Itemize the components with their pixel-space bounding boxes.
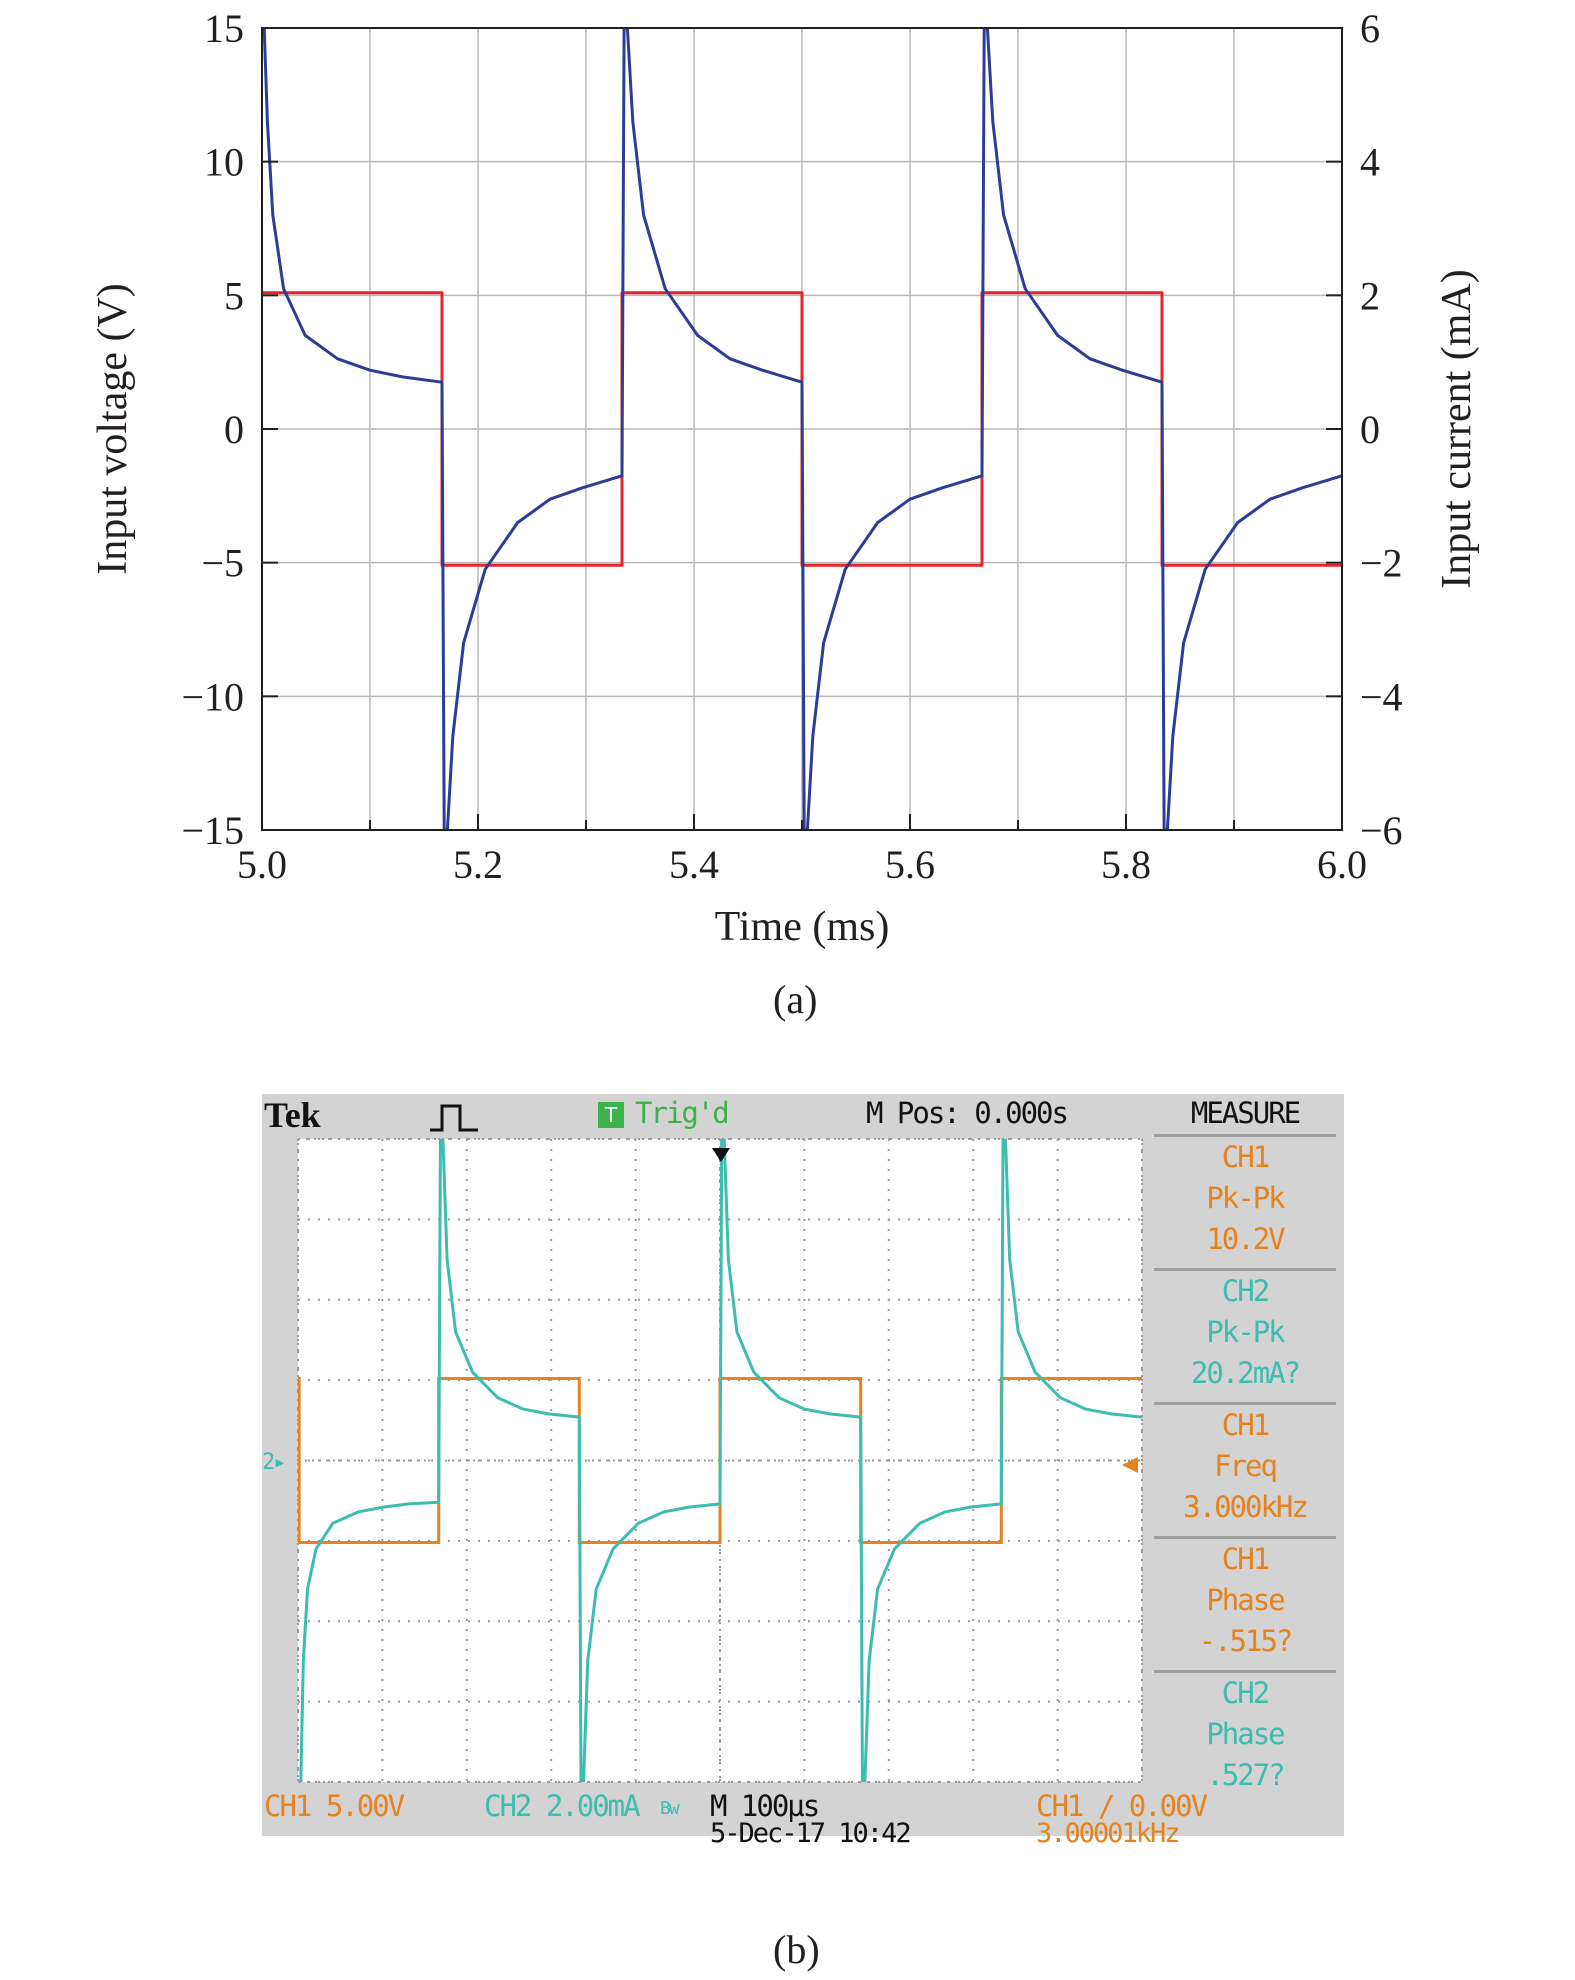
- trigger-level-marker: [1122, 1457, 1138, 1473]
- chart-a: 5.0 5.2 5.4 5.6 5.8 6.0 15 10 5 0 −5 −10 −15 6 4 2 0 −2 −4…: [90, 6, 1480, 950]
- measure-label: Pk-Pk: [1206, 1315, 1285, 1349]
- ch2-ground-marker: 2▸: [262, 1450, 286, 1475]
- a-y-tick-label: 0: [224, 407, 244, 452]
- ch1-scale: CH1 5.00V: [264, 1789, 405, 1823]
- b-ch2-trace: [299, 1139, 1142, 1782]
- a-y2-tick-label: 6: [1360, 6, 1380, 51]
- a-y-tick-label: −15: [181, 808, 244, 853]
- a-x-tick-label: 6.0: [1317, 842, 1367, 887]
- a-x-tick-label: 5.6: [885, 842, 935, 887]
- measure-item[interactable]: CH1 Pk-Pk 10.2V: [1154, 1134, 1336, 1263]
- a-y2-tick-label: 0: [1360, 407, 1380, 452]
- trigger-setting: CH1 ∕ 0.00V: [1036, 1789, 1208, 1823]
- measure-item[interactable]: CH1 Phase -.515?: [1154, 1536, 1336, 1665]
- a-x-axis-title: Time (ms): [715, 904, 890, 950]
- a-tick-label-layer: 5.0 5.2 5.4 5.6 5.8 6.0 15 10 5 0 −5 −10 −15 6 4 2 0 −2 −4…: [181, 6, 1402, 887]
- a-y2-tick-label: −6: [1360, 808, 1403, 853]
- ch2-scale: CH2 2.00mA: [484, 1789, 641, 1823]
- oscilloscope-screen: Tek T Trig'd M Pos: 0.000s 2▸ MEASURE CH…: [262, 1094, 1344, 1849]
- a-y-tick-label: 10: [204, 140, 244, 185]
- panel-label-a: (a): [773, 977, 818, 1022]
- timebase: M 100µs: [710, 1789, 820, 1823]
- a-y-tick-label: −5: [201, 541, 244, 586]
- trigger-status-icon: T: [598, 1102, 624, 1128]
- horizontal-position: M Pos: 0.000s: [866, 1096, 1069, 1130]
- measure-channel: CH1: [1221, 1140, 1270, 1174]
- trigger-status: Trig'd: [635, 1096, 730, 1130]
- pulse-icon: [430, 1104, 478, 1132]
- measure-title: MEASURE: [1190, 1096, 1301, 1130]
- b-series-layer: [298, 1139, 1142, 1782]
- measure-label: Phase: [1206, 1583, 1285, 1617]
- a-y2-axis-title: Input current (mA): [1434, 269, 1480, 589]
- a-y-tick-label: −10: [181, 674, 244, 719]
- a-current-series: [262, 28, 1342, 830]
- trigger-position-marker: [712, 1148, 730, 1162]
- measure-value: .527?: [1206, 1758, 1285, 1792]
- measure-value: 10.2V: [1206, 1222, 1285, 1256]
- a-y2-tick-label: −2: [1360, 541, 1403, 586]
- measure-item[interactable]: CH1 Freq 3.000kHz: [1154, 1402, 1336, 1531]
- measure-value: -.515?: [1198, 1624, 1294, 1658]
- a-x-tick-label: 5.8: [1101, 842, 1151, 887]
- measure-item[interactable]: CH2 Pk-Pk 20.2mA?: [1154, 1268, 1336, 1397]
- measure-value: 3.000kHz: [1183, 1490, 1309, 1524]
- a-x-tick-label: 5.2: [453, 842, 503, 887]
- scope-brand: Tek: [264, 1095, 321, 1135]
- a-y-tick-label: 15: [204, 6, 244, 51]
- a-y2-tick-label: 2: [1360, 273, 1380, 318]
- a-y2-tick-label: 4: [1360, 140, 1380, 185]
- a-tick-layer: [261, 27, 1343, 831]
- trigger-frequency: 3.00001kHz: [1036, 1818, 1181, 1849]
- a-x-tick-label: 5.0: [237, 842, 287, 887]
- measure-value: 20.2mA?: [1190, 1356, 1301, 1390]
- measure-label: Phase: [1206, 1717, 1285, 1751]
- panel-label-b: (b): [773, 1927, 820, 1972]
- measure-label: Pk-Pk: [1206, 1181, 1285, 1215]
- measure-channel: CH2: [1221, 1274, 1270, 1308]
- a-y2-tick-label: −4: [1360, 674, 1403, 719]
- chart-b: [297, 1138, 1143, 1783]
- measure-item[interactable]: CH2 Phase .527?: [1154, 1670, 1336, 1799]
- measure-channel: CH2: [1221, 1676, 1270, 1710]
- date-time: 5-Dec-17 10:42: [710, 1818, 912, 1849]
- measure-panel: MEASURE CH1 Pk-Pk 10.2V CH2 Pk-Pk 20.2mA? CH1 F…: [1154, 1094, 1336, 1794]
- a-series-layer: [262, 28, 1342, 830]
- a-y-axis-title: Input voltage (V): [90, 283, 136, 575]
- a-y-tick-label: 5: [224, 273, 244, 318]
- measure-channel: CH1: [1221, 1408, 1270, 1442]
- measure-channel: CH1: [1221, 1542, 1270, 1576]
- b-ch1-trace: [298, 1377, 1142, 1544]
- bandwidth-limit-mark: Bw: [660, 1798, 680, 1819]
- a-x-tick-label: 5.4: [669, 842, 719, 887]
- measure-label: Freq: [1214, 1449, 1278, 1483]
